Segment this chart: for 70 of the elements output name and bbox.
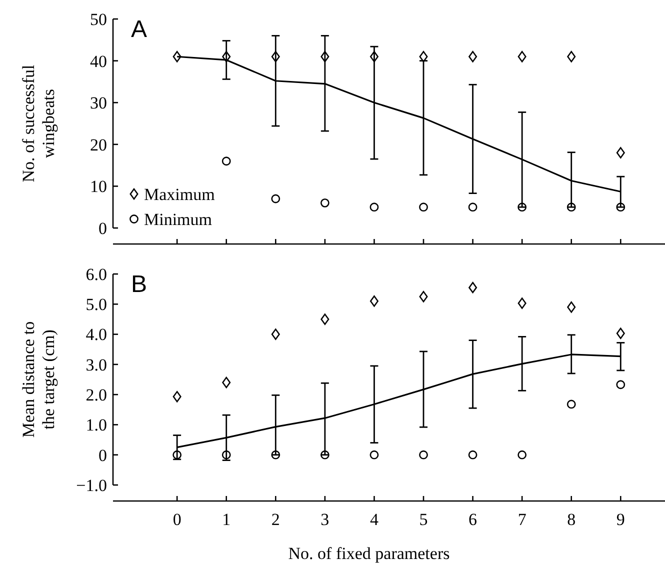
y-tick-label: 3.0: [86, 355, 107, 374]
point: [518, 202, 527, 212]
point: [370, 50, 378, 62]
x-tick-label: 7: [518, 510, 527, 529]
point: [616, 380, 626, 390]
point: [172, 391, 182, 402]
y-tick-label: 6.0: [86, 264, 107, 284]
y-axis-title: Mean distance to the target (cm): [19, 321, 58, 438]
point: [468, 202, 478, 212]
point: [222, 156, 231, 166]
point: [172, 50, 182, 62]
x-tick-label: 2: [271, 510, 280, 529]
point: [616, 202, 626, 212]
x-tick-label: 1: [222, 510, 231, 529]
point: [419, 290, 428, 302]
x-tick-label: 0: [172, 510, 182, 529]
y-tick-label: 0: [98, 218, 107, 238]
point: [320, 450, 330, 460]
point: [370, 202, 379, 212]
x-tick-label: 5: [419, 510, 428, 529]
x-tick-label: 8: [567, 510, 576, 529]
point: [172, 450, 182, 460]
point: [566, 202, 576, 212]
y-tick-label: 2.0: [86, 386, 107, 405]
point: [271, 450, 280, 460]
y-tick-label: 50: [90, 10, 107, 29]
point: [271, 194, 280, 204]
point: [518, 50, 526, 62]
y-tick-label: 1.0: [86, 416, 107, 435]
point: [320, 198, 330, 208]
x-tick-label: 4: [370, 510, 379, 529]
x-tick-label: 9: [616, 510, 625, 529]
y-tick-label: 10: [90, 177, 107, 196]
y-tick-label: 4.0: [86, 325, 107, 344]
chart-title: B: [131, 271, 148, 298]
point: [370, 450, 379, 460]
point: [566, 400, 576, 409]
point: [518, 450, 527, 460]
point: [468, 450, 478, 460]
legend-label: Maximum: [144, 184, 215, 204]
point: [320, 50, 330, 62]
x-tick-label: 6: [468, 510, 478, 529]
y-tick-label: 40: [90, 52, 107, 71]
point: [468, 282, 478, 294]
point: [518, 298, 526, 309]
point: [616, 147, 625, 158]
y-tick-label: 30: [90, 94, 107, 113]
point: [222, 50, 231, 62]
point: [419, 202, 428, 212]
y-tick-label: 20: [90, 135, 107, 154]
point: [320, 314, 330, 325]
point: [419, 50, 428, 62]
y-tick-label: 0: [98, 446, 107, 465]
point: [567, 50, 576, 62]
chart-title: A: [131, 16, 148, 43]
point: [616, 328, 625, 340]
point: [271, 50, 280, 62]
y-axis-title: No. of successful wingbeats: [19, 64, 58, 182]
point: [222, 450, 231, 460]
point: [370, 295, 378, 307]
point: [271, 328, 280, 340]
y-tick-label: 5.0: [86, 295, 107, 314]
point: [567, 302, 576, 313]
legend-label: Minimum: [144, 210, 212, 229]
point: [468, 50, 478, 62]
point: [419, 450, 428, 460]
x-axis-title: No. of fixed parameters: [288, 544, 450, 563]
point: [222, 376, 231, 388]
y-tick-label: −1.0: [76, 476, 107, 495]
x-tick-label: 3: [320, 510, 330, 529]
